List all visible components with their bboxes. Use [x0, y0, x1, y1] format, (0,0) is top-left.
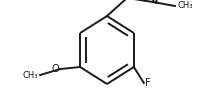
Text: F: F [145, 78, 151, 88]
Text: O: O [52, 64, 59, 74]
Text: CH₃: CH₃ [23, 70, 38, 79]
Text: CH₃: CH₃ [177, 1, 193, 10]
